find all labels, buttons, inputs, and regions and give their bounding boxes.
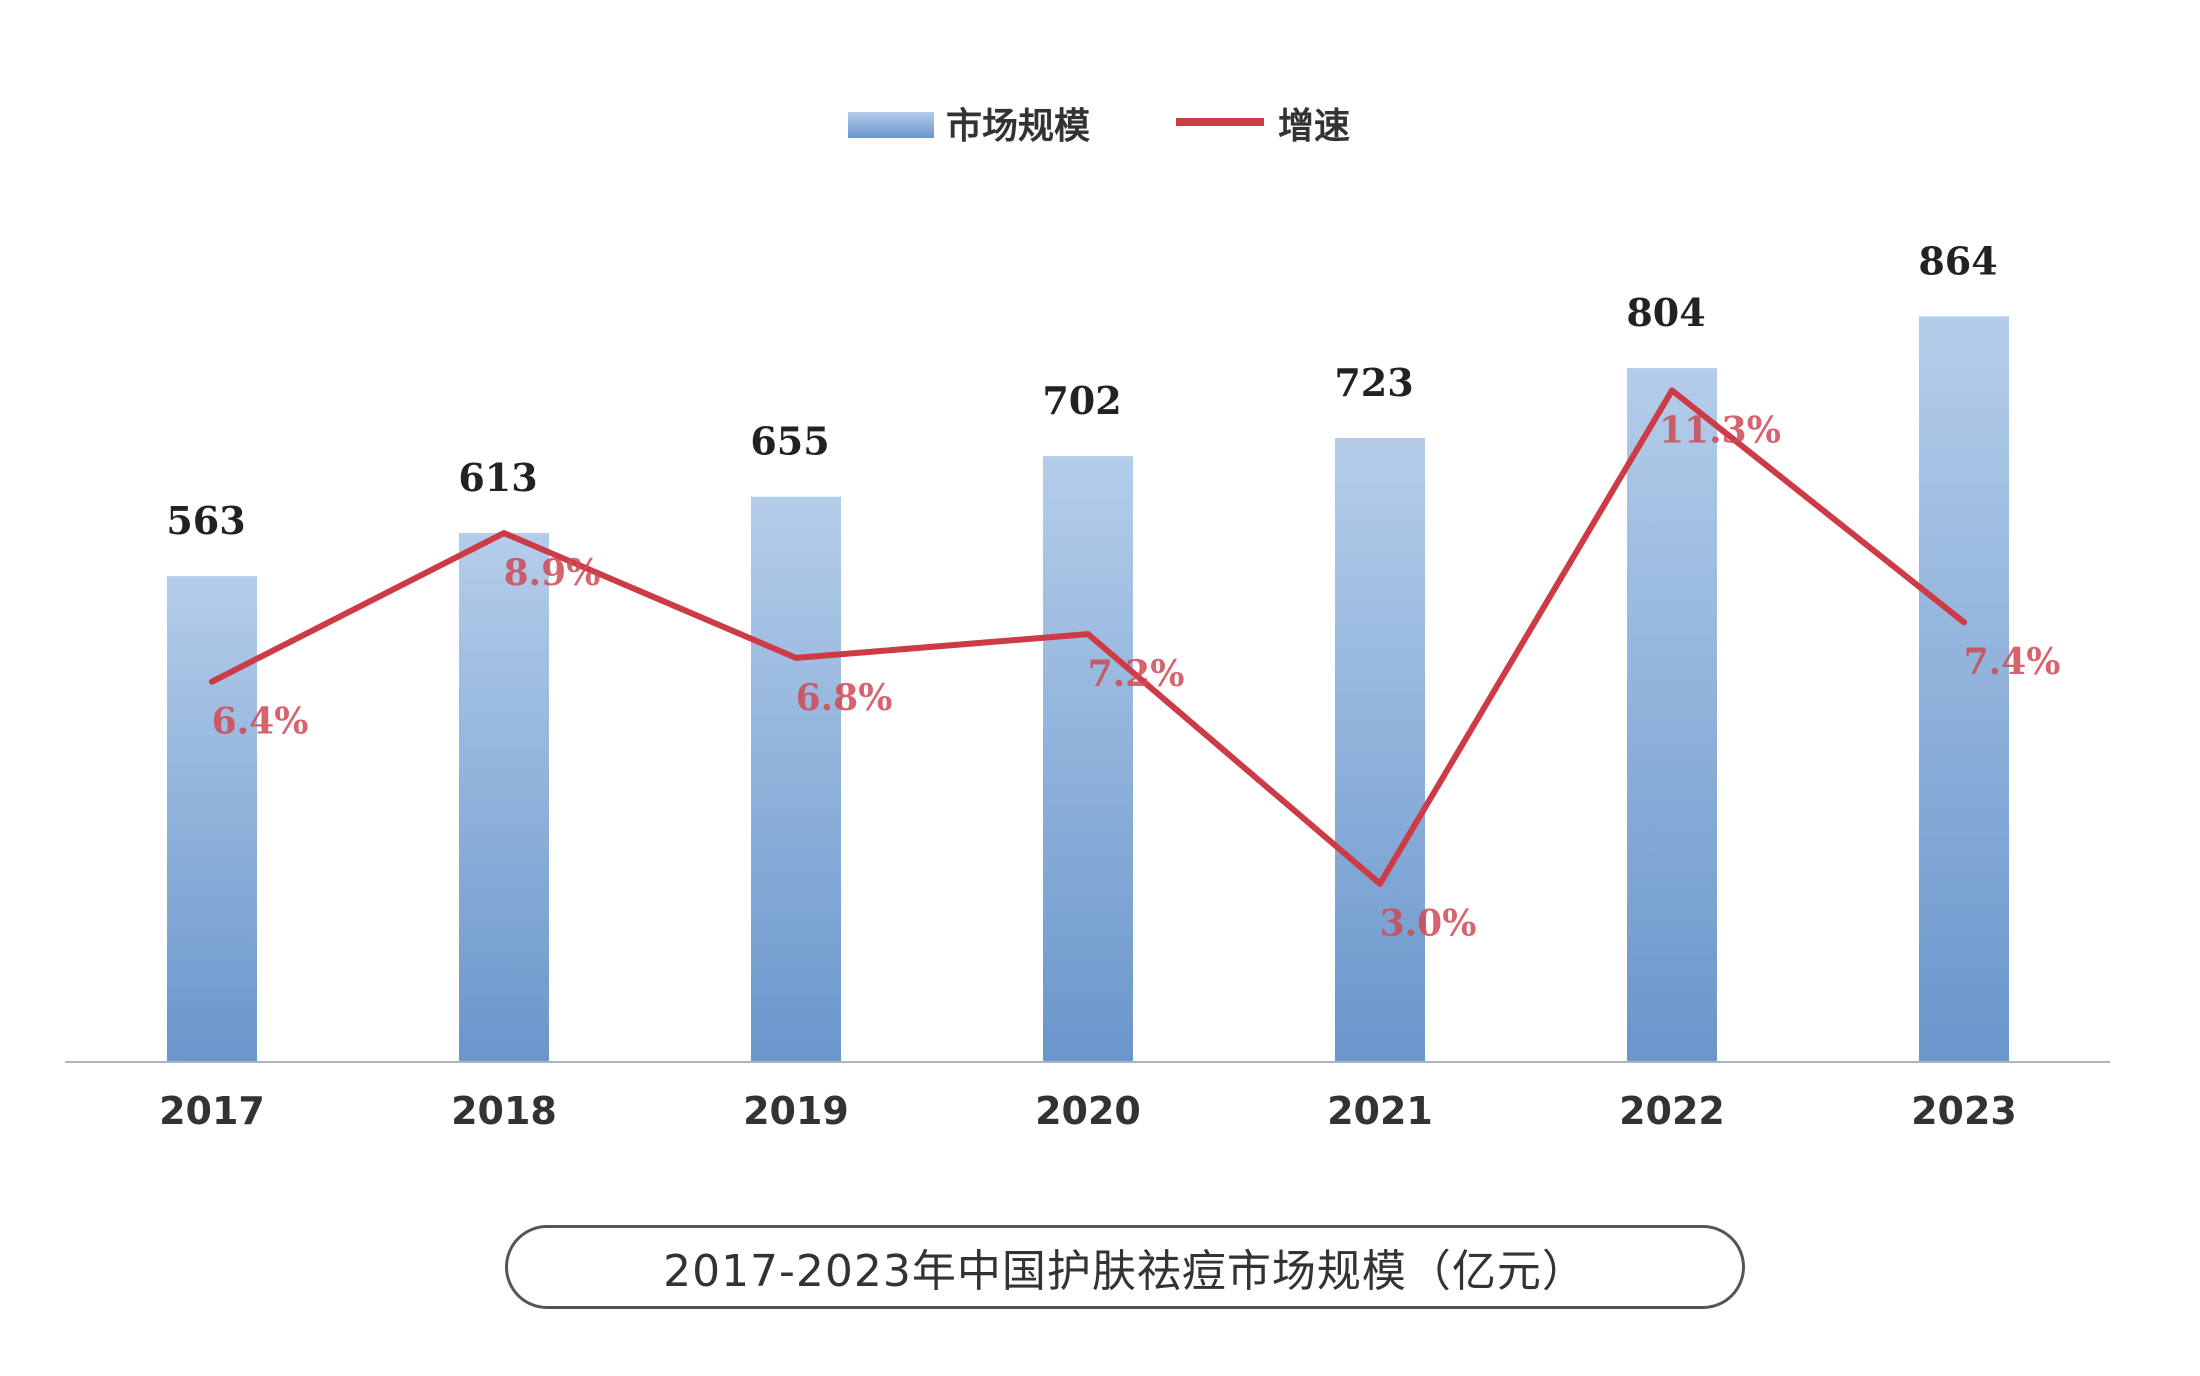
x-tick-label-2018: 2018 xyxy=(451,1089,557,1133)
bar-2019 xyxy=(751,496,841,1062)
bar-2018 xyxy=(459,532,549,1062)
growth-rate-labels: 6.4% 8.9% 6.8% 7.2% 3.0% 11.3% 7.4% xyxy=(209,387,2061,945)
legend: 市场规模 增速 xyxy=(848,106,1350,147)
bar-2021 xyxy=(1335,438,1425,1062)
chart-title: 2017-2023年中国护肤祛痘市场规模（亿元） xyxy=(663,1246,1587,1297)
rate-point-2022 xyxy=(1669,387,1675,394)
rate-label-2023: 7.4% xyxy=(1964,641,2061,683)
rate-label-2022: 11.3% xyxy=(1659,409,1781,451)
bar-2017 xyxy=(167,576,257,1062)
bar-series xyxy=(167,316,2009,1062)
rate-point-2019 xyxy=(793,654,799,661)
rate-point-2017 xyxy=(209,678,215,685)
x-tick-label-2021: 2021 xyxy=(1327,1089,1433,1133)
bar-value-label-2022: 804 xyxy=(1626,290,1705,335)
rate-point-2023 xyxy=(1961,619,1967,626)
legend-label-line: 增速 xyxy=(1278,106,1350,147)
bar-2023 xyxy=(1919,316,2009,1062)
bar-value-label-2020: 702 xyxy=(1042,378,1121,423)
bar-value-label-2018: 613 xyxy=(458,455,537,500)
rate-label-2021: 3.0% xyxy=(1380,903,1477,945)
bar-value-labels: 563 613 655 702 723 804 864 xyxy=(166,238,1997,543)
rate-label-2020: 7.2% xyxy=(1088,653,1185,695)
rate-label-2017: 6.4% xyxy=(212,701,309,743)
bar-2020 xyxy=(1043,456,1133,1062)
rate-point-2021 xyxy=(1377,880,1383,887)
bar-2022 xyxy=(1627,368,1717,1062)
x-tick-label-2023: 2023 xyxy=(1911,1089,2017,1133)
rate-label-2018: 8.9% xyxy=(504,552,601,594)
x-tick-label-2022: 2022 xyxy=(1619,1089,1725,1133)
bar-value-label-2023: 864 xyxy=(1918,238,1997,283)
rate-label-2019: 6.8% xyxy=(796,677,893,719)
rate-point-2020 xyxy=(1085,631,1091,638)
x-tick-label-2019: 2019 xyxy=(743,1089,849,1133)
bar-value-label-2019: 655 xyxy=(750,419,829,464)
legend-swatch-bar xyxy=(848,112,934,138)
legend-label-bar: 市场规模 xyxy=(946,106,1090,147)
x-axis-ticks: 2017 2018 2019 2020 2021 2022 2023 xyxy=(159,1089,2017,1133)
bar-value-label-2021: 723 xyxy=(1334,360,1413,405)
x-tick-label-2017: 2017 xyxy=(159,1089,265,1133)
x-tick-label-2020: 2020 xyxy=(1035,1089,1141,1133)
chart-title-box: 2017-2023年中国护肤祛痘市场规模（亿元） xyxy=(505,1225,1745,1309)
bar-value-label-2017: 563 xyxy=(166,498,245,543)
rate-point-2018 xyxy=(501,530,507,537)
